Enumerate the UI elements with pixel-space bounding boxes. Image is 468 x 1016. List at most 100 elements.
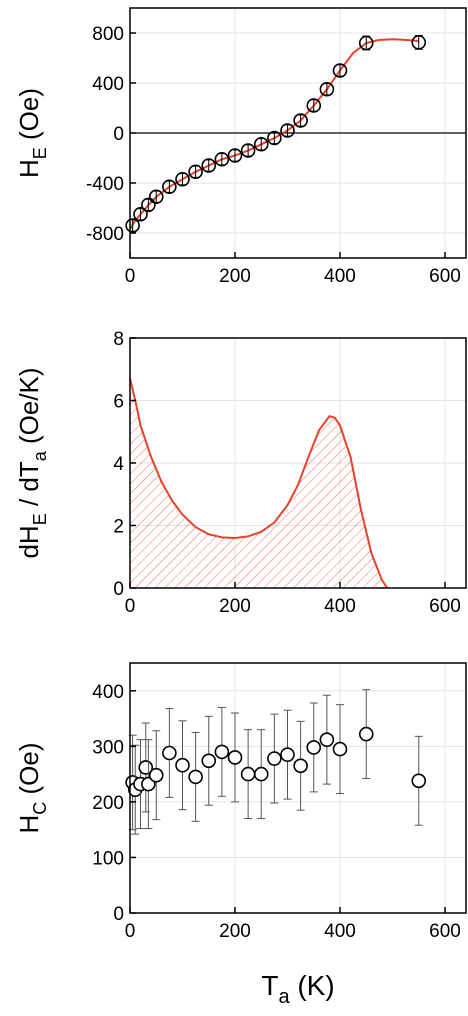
data-point bbox=[280, 123, 295, 138]
error-bar bbox=[204, 159, 213, 172]
error-bar bbox=[414, 35, 423, 50]
y-tick-label: 400 bbox=[92, 74, 124, 95]
data-point bbox=[201, 753, 217, 769]
marks-layer bbox=[125, 35, 427, 233]
data-point bbox=[148, 189, 164, 205]
panel-exchange-bias: 0 200 400 600 -800 -400 0 400 800 HE (Oe) bbox=[14, 7, 467, 287]
data-point bbox=[358, 35, 374, 51]
y-tick-label: 6 bbox=[113, 392, 124, 413]
data-point bbox=[253, 136, 269, 152]
data-point bbox=[411, 35, 427, 50]
x-tick-label: 600 bbox=[429, 266, 461, 287]
y-tick-label: 0 bbox=[113, 904, 124, 925]
y-tick-label: -400 bbox=[86, 174, 124, 195]
data-point bbox=[175, 171, 190, 187]
data-point bbox=[267, 130, 282, 146]
data-point bbox=[188, 769, 203, 785]
x-tick-label: 600 bbox=[429, 596, 461, 617]
x-tick-label: 400 bbox=[324, 266, 356, 287]
y-axis-label-subscript-2: a bbox=[30, 450, 50, 461]
data-point bbox=[267, 751, 282, 766]
error-bar bbox=[283, 124, 292, 137]
y-axis-label-subscript: C bbox=[30, 802, 50, 815]
data-point bbox=[148, 767, 164, 783]
ticks-layer: 0 200 400 600 -800 -400 0 400 800 bbox=[86, 24, 461, 287]
data-point bbox=[214, 151, 230, 167]
ticks-layer: 0 200 400 600 0 100 200 300 400 bbox=[92, 682, 461, 942]
data-point bbox=[240, 766, 256, 782]
x-tick-label: 600 bbox=[429, 921, 461, 942]
data-point bbox=[214, 744, 230, 760]
x-tick-label: 400 bbox=[324, 596, 356, 617]
data-point bbox=[332, 63, 348, 78]
x-axis-label-subscript: a bbox=[278, 986, 290, 1008]
y-tick-label: 0 bbox=[113, 124, 124, 145]
y-axis-label: HC (Oe) bbox=[14, 742, 50, 833]
y-axis-label: dHE / dTa (Oe/K) bbox=[14, 367, 50, 558]
y-axis-label-subscript: E bbox=[30, 147, 50, 159]
y-tick-label: 200 bbox=[92, 793, 124, 814]
data-point bbox=[162, 745, 177, 761]
data-point bbox=[175, 757, 190, 773]
data-point bbox=[188, 164, 203, 180]
y-tick-label: 400 bbox=[92, 682, 124, 703]
y-tick-label: 300 bbox=[92, 737, 124, 758]
x-tick-label: 0 bbox=[125, 266, 136, 287]
data-point bbox=[227, 750, 243, 765]
y-tick-label: 4 bbox=[113, 454, 124, 475]
y-axis-label-unit: (Oe) bbox=[14, 742, 44, 801]
x-tick-label: 0 bbox=[125, 596, 136, 617]
x-tick-label: 200 bbox=[219, 921, 251, 942]
grid bbox=[130, 663, 466, 914]
y-axis-label-main: H bbox=[14, 815, 44, 834]
data-point bbox=[141, 197, 156, 213]
data-point bbox=[319, 81, 335, 97]
y-axis-label-unit: (Oe/K) bbox=[14, 367, 44, 451]
y-tick-label: 100 bbox=[92, 848, 124, 869]
y-axis-label-main: dH bbox=[14, 525, 44, 558]
data-point bbox=[240, 143, 256, 158]
y-axis-label-mid: / dT bbox=[14, 461, 44, 513]
y-tick-label: -800 bbox=[86, 224, 124, 245]
marks-layer bbox=[125, 689, 427, 835]
y-tick-label: 2 bbox=[113, 517, 124, 538]
x-axis-label: Ta (K) bbox=[261, 970, 334, 1008]
data-point bbox=[332, 741, 348, 757]
data-point bbox=[306, 98, 322, 113]
x-tick-label: 0 bbox=[125, 921, 136, 942]
y-tick-label: 0 bbox=[113, 579, 124, 600]
y-tick-label: 8 bbox=[113, 329, 124, 350]
ticks-layer: 0 200 400 600 0 2 4 6 8 bbox=[113, 329, 460, 617]
data-point bbox=[253, 766, 269, 782]
error-bar bbox=[257, 138, 266, 151]
data-point bbox=[138, 760, 154, 775]
y-axis-label: HE (Oe) bbox=[14, 88, 50, 178]
data-point bbox=[411, 773, 427, 789]
derivative-line bbox=[129, 378, 389, 589]
data-point bbox=[306, 740, 322, 755]
data-point bbox=[358, 726, 374, 742]
x-tick-label: 200 bbox=[219, 266, 251, 287]
y-tick-label: 800 bbox=[92, 24, 124, 45]
data-point bbox=[133, 206, 148, 222]
data-point bbox=[319, 732, 335, 747]
data-point bbox=[293, 758, 308, 774]
x-axis-label-unit: (K) bbox=[290, 970, 335, 1001]
panel-coercivity: 0 200 400 600 0 100 200 300 400 HC (Oe) bbox=[14, 662, 467, 942]
data-point bbox=[201, 158, 217, 173]
error-bar bbox=[191, 165, 200, 178]
x-tick-label: 400 bbox=[324, 921, 356, 942]
x-tick-label: 200 bbox=[219, 596, 251, 617]
data-point bbox=[162, 179, 177, 195]
y-axis-label-subscript: E bbox=[30, 513, 50, 525]
data-point bbox=[125, 218, 140, 233]
y-axis-label-main: H bbox=[14, 159, 44, 178]
data-point bbox=[280, 747, 295, 762]
data-point bbox=[227, 148, 243, 163]
error-bar bbox=[270, 131, 279, 145]
x-axis-label-main: T bbox=[261, 970, 278, 1001]
panel-derivative: 0 200 400 600 0 2 4 6 8 dHE / dTa (Oe/K) bbox=[14, 329, 467, 617]
hatched-area bbox=[130, 378, 388, 588]
plot-frame bbox=[129, 662, 467, 914]
